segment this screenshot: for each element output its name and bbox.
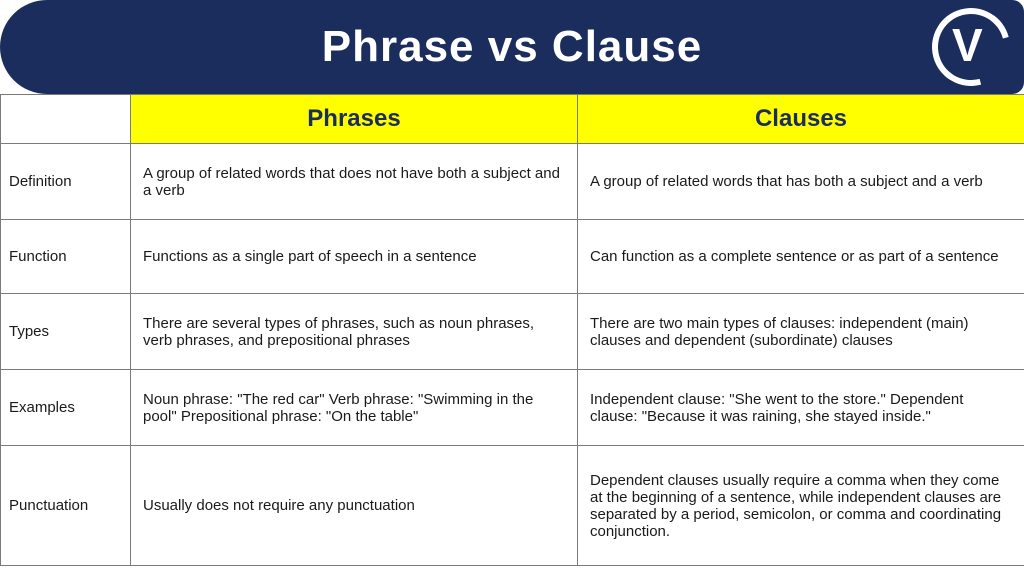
row-label: Types <box>1 294 131 370</box>
cell-clauses: A group of related words that has both a… <box>578 144 1024 220</box>
title-banner: Phrase vs Clause <box>0 0 1024 94</box>
table-row: Punctuation Usually does not require any… <box>1 446 1024 566</box>
brand-logo <box>932 8 1010 86</box>
table-row: Function Functions as a single part of s… <box>1 220 1024 294</box>
table-header-row: Phrases Clauses <box>1 95 1024 144</box>
cell-clauses: There are two main types of clauses: ind… <box>578 294 1024 370</box>
table-row: Examples Noun phrase: "The red car" Verb… <box>1 370 1024 446</box>
header-blank <box>1 95 131 144</box>
row-label: Examples <box>1 370 131 446</box>
row-label: Punctuation <box>1 446 131 566</box>
cell-phrases: A group of related words that does not h… <box>131 144 578 220</box>
header-clauses: Clauses <box>578 95 1024 144</box>
cell-phrases: Usually does not require any punctuation <box>131 446 578 566</box>
cell-clauses: Independent clause: "She went to the sto… <box>578 370 1024 446</box>
page-title: Phrase vs Clause <box>322 22 702 72</box>
comparison-table: Phrases Clauses Definition A group of re… <box>0 94 1024 566</box>
cell-phrases: Noun phrase: "The red car" Verb phrase: … <box>131 370 578 446</box>
table-row: Types There are several types of phrases… <box>1 294 1024 370</box>
cell-clauses: Can function as a complete sentence or a… <box>578 220 1024 294</box>
logo-v-icon <box>948 22 994 68</box>
row-label: Function <box>1 220 131 294</box>
cell-phrases: There are several types of phrases, such… <box>131 294 578 370</box>
row-label: Definition <box>1 144 131 220</box>
page: Phrase vs Clause Phrases Clauses Definit… <box>0 0 1024 576</box>
cell-phrases: Functions as a single part of speech in … <box>131 220 578 294</box>
table-row: Definition A group of related words that… <box>1 144 1024 220</box>
header-phrases: Phrases <box>131 95 578 144</box>
cell-clauses: Dependent clauses usually require a comm… <box>578 446 1024 566</box>
